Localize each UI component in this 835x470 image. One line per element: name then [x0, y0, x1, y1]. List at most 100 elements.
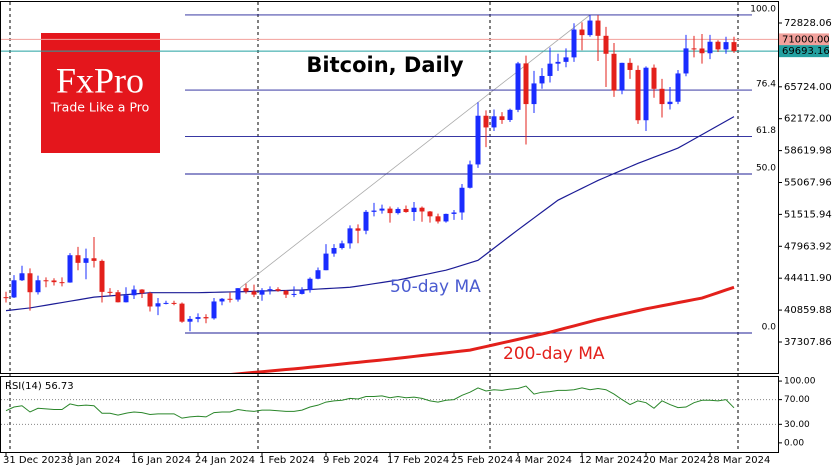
candle-body — [627, 62, 633, 70]
price-line-label: 71000.00 — [782, 34, 830, 45]
candle-body — [219, 298, 225, 302]
x-tick-label: 8 Jan 2024 — [67, 455, 121, 466]
candle-body — [163, 302, 169, 304]
candle-body — [147, 293, 153, 307]
candle-body — [99, 260, 105, 292]
candle-body — [171, 302, 177, 304]
candle-body — [179, 303, 185, 322]
x-tick-label: 12 Mar 2024 — [579, 455, 642, 466]
candle-body — [355, 228, 361, 231]
candle-body — [35, 280, 41, 293]
candle-body — [451, 212, 457, 214]
candle-body — [435, 216, 441, 222]
candle-body — [195, 317, 201, 319]
candle-body — [155, 303, 161, 307]
candle-body — [547, 63, 553, 76]
ma-label: 50-day MA — [390, 277, 481, 297]
candle-body — [659, 88, 665, 105]
rsi-plot — [1, 385, 778, 425]
candle-body — [27, 273, 33, 293]
rsi-tick-label: 70.00 — [784, 395, 810, 405]
candle-body — [251, 291, 257, 295]
candle-body — [75, 255, 81, 263]
y-tick-label: 58619.98 — [784, 146, 832, 157]
x-tick-label: 4 Mar 2024 — [515, 455, 572, 466]
candle-body — [595, 20, 601, 36]
candle-body — [51, 280, 57, 283]
candle-body — [419, 207, 425, 212]
candle-body — [331, 248, 337, 254]
fib-label: 0.0 — [762, 322, 777, 332]
candle-body — [675, 73, 681, 102]
candle-body — [395, 208, 401, 214]
fib-label: 50.0 — [756, 163, 776, 173]
candle-body — [203, 317, 209, 319]
fib-label: 100.0 — [750, 4, 776, 14]
rsi-tick-label: 100.00 — [784, 377, 816, 387]
candle-body — [707, 41, 713, 54]
candle-body — [123, 295, 129, 303]
y-tick-label: 65724.00 — [784, 82, 832, 93]
candle-body — [611, 53, 617, 91]
x-tick-label: 28 Mar 2024 — [707, 455, 770, 466]
logo-tagline: Trade Like a Pro — [50, 100, 150, 115]
candle-body — [299, 290, 305, 294]
candle-body — [19, 273, 25, 281]
y-tick-label: 37307.86 — [784, 337, 832, 348]
x-tick-label: 31 Dec 2023 — [3, 455, 67, 466]
y-tick-label: 47963.92 — [784, 241, 832, 252]
x-tick-label: 9 Feb 2024 — [323, 455, 379, 466]
candle-body — [323, 253, 329, 271]
ma-label: 200-day MA — [503, 344, 605, 364]
candle-body — [227, 298, 233, 300]
candle-body — [235, 288, 241, 300]
candle-body — [307, 278, 313, 291]
candle-body — [371, 210, 377, 212]
candle-body — [315, 270, 321, 279]
y-tick-label: 51515.94 — [784, 209, 832, 220]
logo-box — [41, 33, 160, 153]
candle-body — [731, 42, 737, 52]
x-tick-label: 17 Feb 2024 — [387, 455, 449, 466]
candle-body — [691, 48, 697, 50]
y-tick-label: 40859.88 — [784, 305, 832, 316]
candle-body — [275, 289, 281, 291]
candle-body — [339, 243, 345, 249]
rsi-tick-label: 0.00 — [784, 438, 804, 448]
candle-body — [43, 280, 49, 282]
price-line-box — [779, 45, 829, 58]
ma-line — [230, 285, 735, 373]
candle-body — [635, 69, 641, 121]
y-tick-label: 62172.00 — [784, 114, 832, 125]
candle-body — [427, 211, 433, 217]
logo-brand: FxPro — [56, 60, 144, 100]
candle-body — [579, 29, 585, 36]
price-line-box — [779, 33, 829, 46]
candle-body — [59, 282, 65, 284]
candle-body — [571, 29, 577, 58]
candle-body — [3, 297, 9, 299]
candle-body — [491, 116, 497, 128]
candle-body — [523, 63, 529, 105]
candle-body — [555, 61, 561, 64]
x-tick-label: 20 Mar 2024 — [643, 455, 706, 466]
candle-body — [83, 258, 89, 263]
candle-body — [483, 115, 489, 128]
candle-body — [211, 301, 217, 319]
x-tick-label: 24 Jan 2024 — [195, 455, 255, 466]
candle-body — [115, 292, 121, 303]
x-tick-label: 16 Jan 2024 — [131, 455, 191, 466]
rsi-tick-label: 30.00 — [784, 420, 810, 430]
candle-body — [411, 207, 417, 213]
x-tick-label: 25 Feb 2024 — [451, 455, 513, 466]
candle-body — [379, 208, 385, 211]
candle-body — [347, 228, 353, 244]
price-line-label: 69693.16 — [782, 46, 830, 57]
candle-body — [11, 280, 17, 298]
candle-body — [291, 293, 297, 295]
price-panel — [0, 1, 779, 374]
plot: 100.0 76.4 61.8 50.0 0.0 — [1, 4, 778, 373]
candle-body — [91, 258, 97, 261]
candle-body — [363, 211, 369, 231]
